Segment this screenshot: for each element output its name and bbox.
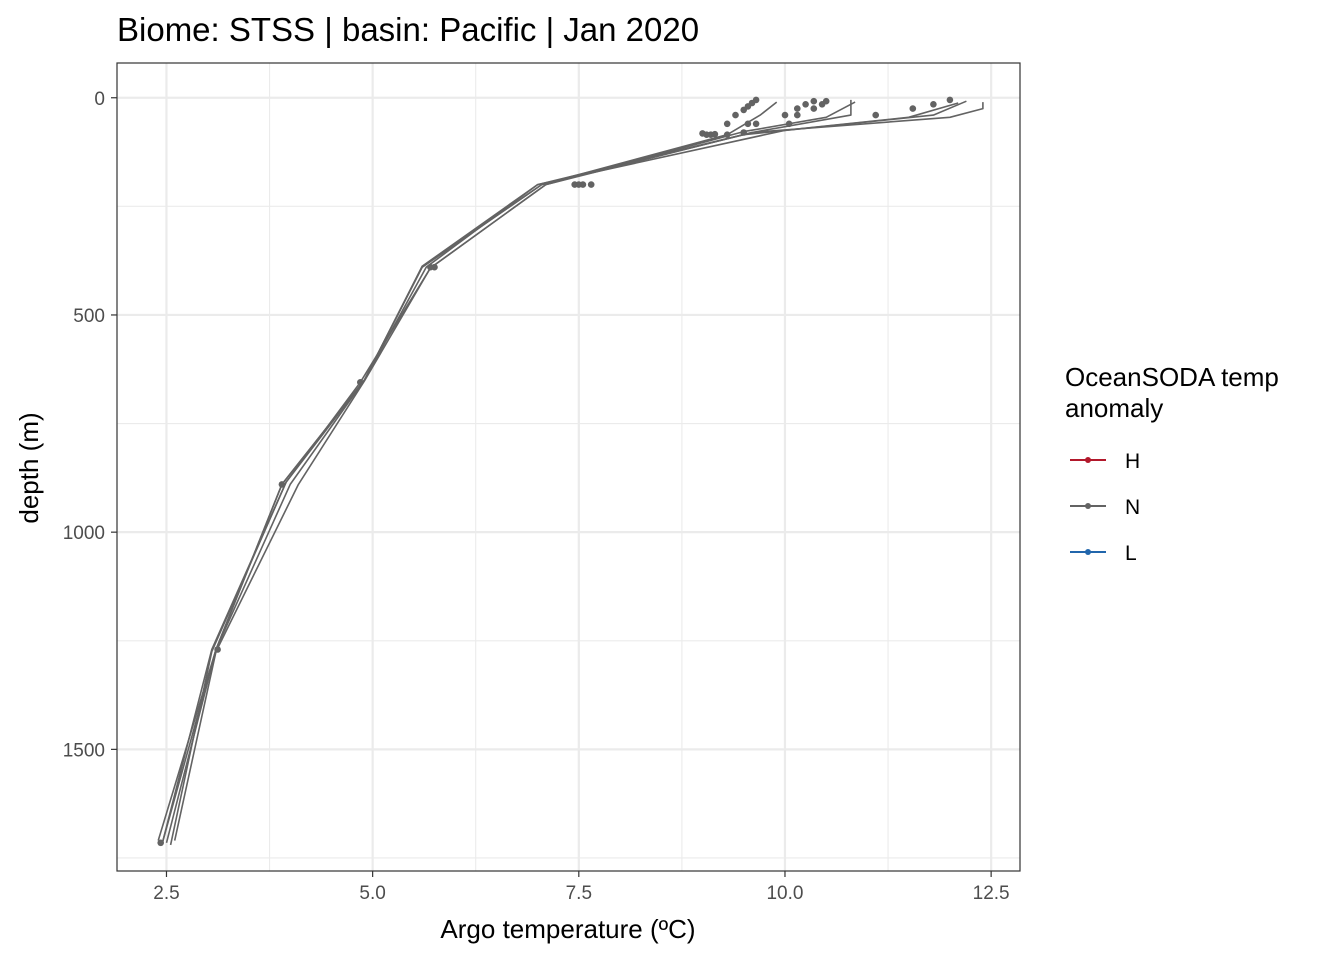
data-point (157, 839, 164, 847)
data-point (872, 111, 879, 119)
legend: OceanSODA temp anomaly HNL (1065, 362, 1279, 565)
x-tick-label: 12.5 (973, 883, 1010, 904)
y-tick-label: 0 (94, 89, 105, 110)
data-point (740, 129, 747, 136)
data-point (810, 105, 818, 112)
x-tick-label: 7.5 (566, 883, 592, 904)
data-point (802, 101, 809, 108)
data-point (278, 481, 286, 488)
legend-label: N (1125, 496, 1140, 519)
data-point (732, 111, 739, 119)
data-point (575, 181, 583, 188)
data-point (744, 120, 752, 128)
legend-label: H (1125, 450, 1140, 473)
chart-title: Biome: STSS | basin: Pacific | Jan 2020 (117, 11, 699, 48)
panel-border (116, 62, 1021, 872)
data-point (357, 379, 364, 386)
x-tick-label: 2.5 (153, 883, 179, 904)
legend-label: L (1125, 542, 1137, 565)
x-axis-title: Argo temperature (ºC) (440, 914, 695, 944)
legend-key-point (1085, 549, 1091, 555)
legend-key-point (1085, 503, 1091, 509)
data-point (427, 263, 434, 271)
x-axis: 2.5 5.0 7.5 10.0 12.5 (153, 871, 1010, 904)
profile-line-6 (173, 102, 984, 841)
data-point (723, 120, 731, 128)
data-point (781, 111, 789, 119)
y-tick-label: 1000 (63, 523, 105, 544)
data-point (214, 646, 221, 653)
data-point (818, 101, 826, 108)
legend-title-line-2: anomaly (1065, 393, 1163, 423)
plot-panel (116, 62, 1021, 872)
y-axis-title: depth (m) (14, 412, 44, 523)
y-tick-label: 1500 (63, 740, 105, 761)
data-point (785, 120, 793, 128)
data-point (909, 105, 917, 112)
data-point (703, 131, 710, 138)
legend-title-line-1: OceanSODA temp (1065, 362, 1279, 392)
x-tick-label: 10.0 (766, 883, 803, 904)
panel-background (117, 63, 1020, 871)
data-point (946, 96, 954, 104)
x-tick-label: 5.0 (359, 883, 385, 904)
y-axis: 0 500 1000 1500 (63, 89, 117, 761)
data-point (740, 106, 747, 114)
data-point (930, 101, 937, 108)
legend-key-point (1085, 457, 1091, 463)
data-point (711, 130, 719, 138)
data-point (587, 181, 595, 188)
data-point (794, 111, 801, 119)
data-point (794, 105, 801, 112)
y-tick-label: 500 (73, 306, 105, 327)
data-point (810, 97, 818, 105)
profile-line-5 (157, 100, 967, 841)
data-point (723, 131, 731, 138)
data-point (752, 120, 760, 128)
